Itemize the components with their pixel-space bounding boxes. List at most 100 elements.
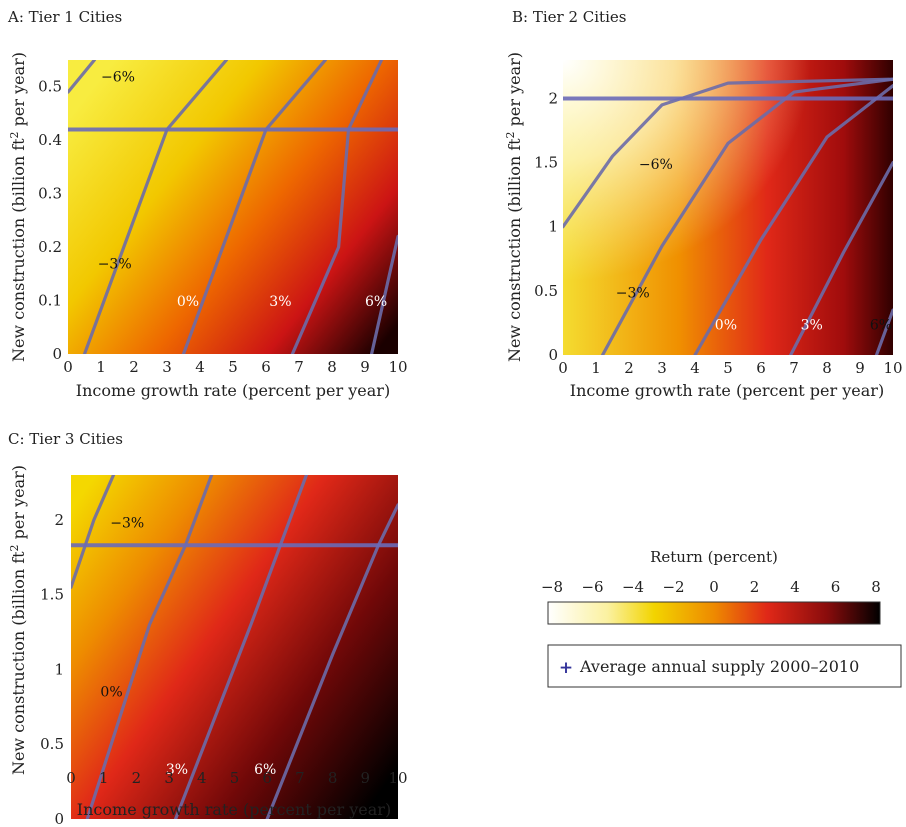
panel-b-contour-line-1 xyxy=(601,77,893,355)
panel-a-x-tick: 2 xyxy=(129,358,139,376)
panel-c-contour-labels: −3% 0% 3% 6% xyxy=(100,515,276,778)
panel-a-x-tick: 4 xyxy=(195,358,205,376)
panel-c-x-tick: 8 xyxy=(328,769,338,787)
colorbar-tick-labels: −8 −6 −4 −2 0 2 4 6 8 xyxy=(541,578,881,596)
panel-b-x-tick: 0 xyxy=(558,359,568,377)
supply-legend-label: Average annual supply 2000–2010 xyxy=(579,657,859,676)
panel-a-x-tick: 1 xyxy=(96,358,106,376)
panel-b-contour-labels: −6% −3% 0% 3% 6% xyxy=(616,157,892,333)
colorbar-tick: 6 xyxy=(831,578,841,596)
panel-c-heatmap xyxy=(71,475,398,819)
panel-c-contour-line-1 xyxy=(85,475,214,819)
colorbar-title: Return (percent) xyxy=(650,548,778,566)
panel-c-contour-line-2 xyxy=(174,475,308,819)
panel-a-contour-labels: −6% −3% 0% 3% 6% xyxy=(98,69,388,310)
colorbar-tick: −8 xyxy=(541,578,563,596)
panel-c-x-tick: 3 xyxy=(164,769,174,787)
panel-c-x-tick: 10 xyxy=(388,769,407,787)
panel-a-y-tick: 0 xyxy=(52,345,62,363)
panel-c-x-tick: 0 xyxy=(66,769,76,787)
colorbar-tick: 0 xyxy=(709,578,719,596)
panel-b-contour-line-4 xyxy=(874,308,893,355)
panel-b-x-axis-label: Income growth rate (percent per year) xyxy=(570,381,884,400)
panel-a-y-tick: 0.2 xyxy=(38,238,62,256)
panel-b-x-tick: 2 xyxy=(624,359,634,377)
panel-c-x-tick: 5 xyxy=(230,769,240,787)
panel-b-x-tick: 5 xyxy=(723,359,733,377)
panel-a-contour-line-0 xyxy=(68,60,96,94)
panel-b-x-tick: 4 xyxy=(690,359,700,377)
colorbar-tick: −6 xyxy=(581,578,603,596)
panel-a-contour-label-4: 6% xyxy=(365,294,387,310)
panel-a-contour-label-2: 0% xyxy=(177,294,199,310)
panel-a-x-tick: 10 xyxy=(388,358,407,376)
panel-a-y-tick: 0.1 xyxy=(38,292,62,310)
panel-a-contour-label-1: −3% xyxy=(98,256,132,272)
panel-a-x-axis-label: Income growth rate (percent per year) xyxy=(76,381,390,400)
panel-c: C: Tier 3 Cities −3%0%3% 6% 0 1 2 3 4 5 6 7 8 9 100… xyxy=(8,430,408,827)
panel-c-y-tick: 0 xyxy=(54,810,64,827)
panel-a-x-tick: 6 xyxy=(261,358,271,376)
panel-b-contour-label-4: 6% xyxy=(870,317,892,333)
panel-b-y-tick: 2 xyxy=(548,89,558,107)
panel-a-x-tick: 3 xyxy=(162,358,172,376)
panel-a-x-tick: 0 xyxy=(63,358,73,376)
panel-c-x-axis-label: Income growth rate (percent per year) xyxy=(77,800,391,819)
legend: Return (percent) −8 −6 −4 −2 0 2 4 6 8 + Average… xyxy=(541,548,902,688)
panel-a: A: Tier 1 Cities −6% −3% 0% 3% 6% 0 1 2 3 4 5 6 7 8 9… xyxy=(7,8,408,400)
panel-b-x-tick: 1 xyxy=(591,359,601,377)
panel-c-contours xyxy=(71,475,398,819)
panel-b-contour-line-3 xyxy=(789,161,893,355)
panel-c-y-tick: 2 xyxy=(54,511,64,529)
panel-b-y-tick: 1.5 xyxy=(534,154,558,172)
panel-b-contour-line-0 xyxy=(563,77,893,229)
panel-b-contour-label-2: 0% xyxy=(715,317,737,333)
colorbar-tick: 4 xyxy=(790,578,800,596)
panel-b: B: Tier 2 Cities −6% −3% 0% 3% 6% 0 1 2 3 4 5 6 7 8 9… xyxy=(504,8,903,400)
panel-b-contours xyxy=(563,77,893,355)
panel-c-contour-label-0: −3% xyxy=(110,515,144,531)
panel-b-contour-label-1: −3% xyxy=(616,285,650,301)
panel-a-y-tick: 0.3 xyxy=(38,185,62,203)
panel-a-contours xyxy=(68,60,398,354)
panel-b-y-tick: 0.5 xyxy=(534,282,558,300)
supply-marker-icon: + xyxy=(559,658,573,678)
panel-c-title: C: Tier 3 Cities xyxy=(8,430,123,448)
panel-a-contour-line-4 xyxy=(370,234,398,354)
panel-c-contour-label-3: 6% xyxy=(254,762,276,778)
panel-a-y-tick: 0.5 xyxy=(38,78,62,96)
panel-a-y-tick: 0.4 xyxy=(38,131,62,149)
panel-b-y-axis-label: New construction (billion ft2 per year) xyxy=(504,52,524,362)
panel-b-contour-label-0: −6% xyxy=(639,157,673,173)
panel-a-contour-line-3 xyxy=(290,60,384,354)
supply-legend-box xyxy=(547,644,902,688)
panel-b-y-tick: 0 xyxy=(548,346,558,364)
panel-b-x-tick: 6 xyxy=(756,359,766,377)
panel-b-contour-label-3: 3% xyxy=(801,317,823,333)
panel-c-x-tick: 1 xyxy=(99,769,109,787)
panel-a-title: A: Tier 1 Cities xyxy=(7,8,122,26)
panel-b-ticks: 0 1 2 3 4 5 6 7 8 9 10 0 0.5 1 1.5 2 xyxy=(534,89,902,377)
panel-b-x-tick: 10 xyxy=(883,359,902,377)
colorbar-tick: −4 xyxy=(622,578,644,596)
panel-a-contour-label-0: −6% xyxy=(101,69,135,85)
panel-c-x-tick: 7 xyxy=(295,769,305,787)
panel-c-x-tick: 9 xyxy=(361,769,371,787)
panel-b-title: B: Tier 2 Cities xyxy=(512,8,626,26)
colorbar xyxy=(547,601,881,625)
panel-b-x-tick: 7 xyxy=(789,359,799,377)
panel-c-contour-line-0 xyxy=(71,475,116,589)
panel-a-x-tick: 8 xyxy=(327,358,337,376)
panel-b-x-tick: 9 xyxy=(855,359,865,377)
panel-a-x-tick: 9 xyxy=(360,358,370,376)
panel-c-contour-label-1: 0% xyxy=(100,684,122,700)
panel-a-x-tick: 5 xyxy=(228,358,238,376)
colorbar-tick: −2 xyxy=(662,578,684,596)
panel-c-x-tick: 2 xyxy=(132,769,142,787)
panel-c-x-tick: 4 xyxy=(197,769,207,787)
panel-b-y-tick: 1 xyxy=(548,218,558,236)
panel-a-x-tick: 7 xyxy=(294,358,304,376)
panel-c-y-tick: 1 xyxy=(54,660,64,678)
